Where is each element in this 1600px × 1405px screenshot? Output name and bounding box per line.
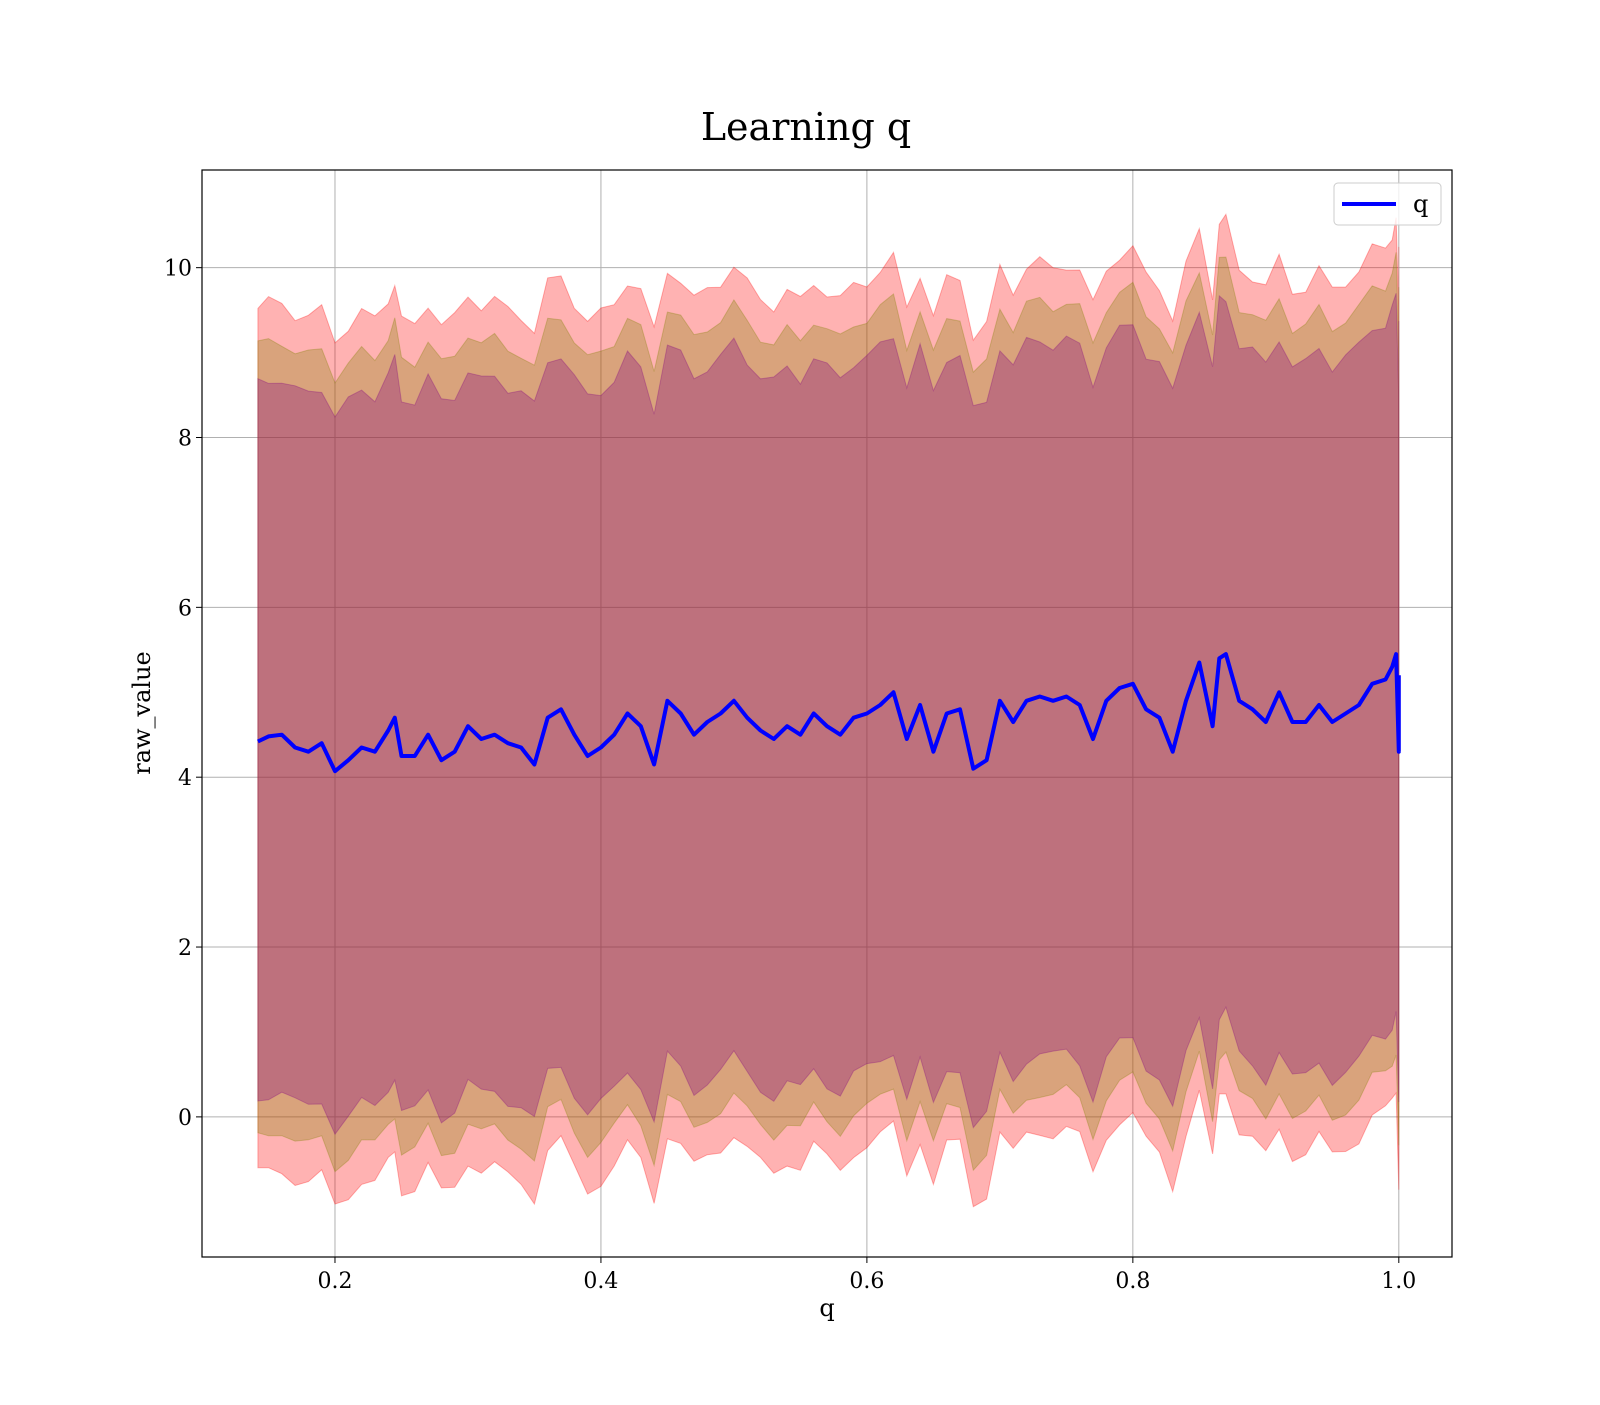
y-tick-label-2: 2 xyxy=(178,936,192,961)
y-axis-label: raw_value xyxy=(128,651,156,775)
x-tick-label-1.0: 1.0 xyxy=(1381,1269,1416,1294)
y-tick-label-8: 8 xyxy=(178,427,192,452)
y-tick-label-6: 6 xyxy=(178,596,192,621)
chart-title: Learning q xyxy=(701,105,911,149)
band-1 xyxy=(257,213,1400,1208)
x-tick-label-0.2: 0.2 xyxy=(317,1269,352,1294)
band-3 xyxy=(257,293,1400,1136)
plot-frame xyxy=(201,169,1453,1258)
legend: q xyxy=(1333,182,1442,226)
x-tick-label-0.8: 0.8 xyxy=(1115,1269,1150,1294)
y-tick-label-0: 0 xyxy=(178,1106,192,1131)
series-line-q xyxy=(257,652,1401,774)
series-lines xyxy=(257,652,1401,774)
x-tick-label-0.4: 0.4 xyxy=(583,1269,618,1294)
y-tick-label-4: 4 xyxy=(178,766,192,791)
y-tick-label-10: 10 xyxy=(164,257,192,282)
y-axis: 0 2 4 6 8 10 xyxy=(164,257,202,1131)
x-axis-label: q xyxy=(819,1294,834,1322)
confidence-bands xyxy=(257,213,1400,1208)
band-2 xyxy=(257,252,1400,1173)
legend-label-q: q xyxy=(1413,190,1428,218)
x-axis: 0.2 0.4 0.6 0.8 1.0 xyxy=(317,1257,1416,1294)
x-tick-label-0.6: 0.6 xyxy=(849,1269,884,1294)
